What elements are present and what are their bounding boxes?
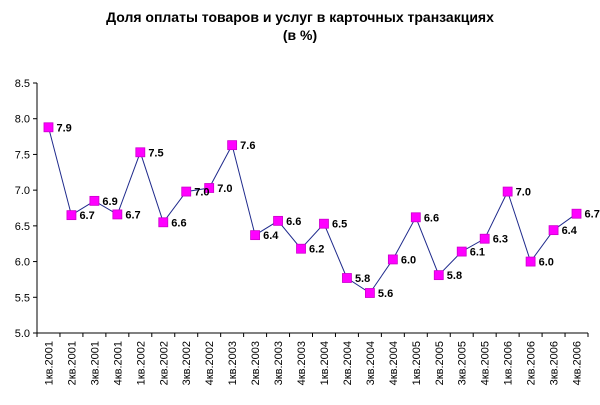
y-tick-label: 6.0 (15, 257, 30, 269)
y-tick-label: 6.5 (15, 221, 30, 233)
x-tick-label: 3кв.2003 (273, 341, 285, 385)
data-label: 6.0 (401, 254, 416, 266)
x-tick-label: 1кв.2002 (135, 341, 147, 385)
data-point-marker (571, 208, 582, 219)
x-tick-label: 2кв.2006 (526, 341, 538, 385)
data-point-marker (250, 230, 261, 241)
data-point-marker (410, 212, 421, 223)
x-tick-label: 2кв.2002 (158, 341, 170, 385)
data-label: 6.4 (562, 225, 578, 237)
data-point-marker (227, 140, 238, 151)
data-label: 7.9 (56, 122, 71, 134)
data-label: 6.1 (470, 247, 485, 259)
x-tick-label: 4кв.2002 (204, 341, 216, 385)
series-markers (43, 122, 582, 298)
data-label: 6.2 (309, 244, 324, 256)
data-point-marker (319, 218, 329, 229)
y-tick-label: 8.5 (15, 78, 30, 90)
data-point-marker (43, 122, 54, 133)
x-tick-label: 3кв.2004 (365, 341, 377, 385)
data-point-marker (112, 209, 123, 220)
data-point-marker (66, 210, 77, 221)
x-tick-label: 4кв.2003 (296, 341, 308, 385)
chart-title: Доля оплаты товаров и услуг в карточных … (106, 9, 494, 25)
data-point-marker (479, 233, 490, 244)
x-tick-label: 3кв.2006 (549, 341, 561, 385)
x-tick-label: 4кв.2004 (388, 341, 400, 385)
x-tick-label: 2кв.2003 (250, 341, 262, 385)
data-label: 6.7 (79, 210, 94, 222)
data-label: 6.6 (424, 212, 439, 224)
x-tick-label: 4кв.2006 (572, 341, 584, 385)
y-tick-label: 5.0 (15, 328, 30, 340)
data-point-marker (158, 217, 169, 228)
x-tick-label: 1кв.2005 (411, 341, 423, 385)
data-label: 6.5 (332, 219, 347, 231)
x-tick-label: 4кв.2001 (112, 341, 124, 385)
data-label: 7.6 (240, 140, 255, 152)
data-label: 6.6 (171, 217, 186, 229)
y-axis-ticks: 5.0 5.5 6.0 6.5 7.0 7.5 8.0 8.5 (15, 78, 37, 340)
data-point-marker (364, 288, 375, 298)
data-label: 5.6 (378, 288, 393, 300)
y-tick-label: 7.5 (15, 149, 30, 161)
data-point-marker (502, 186, 513, 197)
data-label: 6.7 (125, 209, 140, 221)
data-point-marker (204, 183, 215, 193)
data-point-marker (548, 225, 559, 236)
x-tick-label: 1кв.2003 (227, 341, 239, 385)
data-label: 6.4 (263, 230, 279, 242)
y-tick-label: 8.0 (15, 114, 30, 126)
x-tick-label: 3кв.2005 (457, 341, 469, 385)
data-label: 7.0 (194, 187, 209, 199)
data-point-marker (89, 195, 100, 206)
data-point-marker (387, 254, 398, 265)
x-tick-label: 1кв.2001 (43, 341, 55, 385)
x-tick-label: 3кв.2001 (89, 341, 101, 385)
x-tick-label: 4кв.2005 (480, 341, 492, 385)
data-label: 7.0 (516, 187, 531, 199)
data-point-marker (342, 273, 352, 283)
y-tick-label: 5.5 (15, 292, 30, 304)
data-label: 5.8 (447, 270, 462, 282)
data-label: 7.0 (217, 183, 232, 195)
series-line (48, 127, 577, 294)
data-point-marker (456, 246, 467, 257)
x-tick-label: 2кв.2004 (342, 341, 354, 385)
x-axis-ticks: 1кв.2001 2кв.2001 3кв.2001 4кв.2001 1кв.2002… (36, 333, 589, 385)
y-tick-label: 7.0 (15, 185, 30, 197)
data-point-marker (135, 147, 146, 158)
data-point-marker (181, 186, 192, 197)
x-tick-label: 3кв.2002 (181, 341, 193, 385)
chart-title-block: Доля оплаты товаров и услуг в карточных … (0, 8, 600, 44)
data-point-marker (296, 243, 306, 254)
data-label: 5.8 (355, 273, 370, 285)
data-label: 7.5 (148, 147, 163, 159)
chart-subtitle: (в %) (282, 27, 318, 43)
data-label: 6.3 (493, 234, 508, 246)
x-tick-label: 1кв.2004 (319, 341, 331, 385)
x-tick-label: 2кв.2005 (434, 341, 446, 385)
data-label: 6.9 (102, 196, 117, 208)
x-tick-label: 1кв.2006 (503, 341, 515, 385)
data-point-marker (433, 270, 444, 281)
data-label: 6.0 (539, 257, 554, 269)
data-label: 6.6 (286, 216, 301, 228)
data-point-marker (273, 215, 283, 226)
data-label: 6.7 (585, 209, 600, 221)
x-tick-label: 2кв.2001 (66, 341, 78, 385)
data-labels: 7.9 6.7 6.9 6.7 7.5 6.6 7.0 7.0 7.6 6.4 6.6 6.2 6.5 5… (56, 122, 599, 300)
data-point-marker (525, 256, 536, 267)
